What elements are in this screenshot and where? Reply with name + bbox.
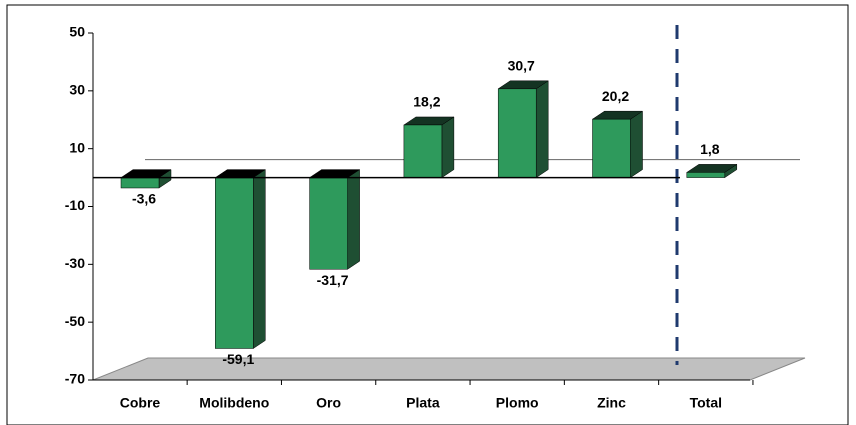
value-label: 30,7 <box>508 58 535 74</box>
y-tick-label: 30 <box>69 82 85 98</box>
x-tick-label: Plata <box>406 395 440 411</box>
bar <box>592 118 631 178</box>
floor <box>92 357 806 381</box>
bar <box>403 124 443 178</box>
bar <box>497 88 537 178</box>
y-tick-label: 50 <box>69 24 85 40</box>
bar-side <box>535 80 549 179</box>
x-tick-label: Total <box>690 395 722 411</box>
bar-side <box>630 110 643 179</box>
bar-side <box>347 169 360 270</box>
bar <box>215 177 254 349</box>
frame <box>6 4 849 425</box>
value-label: 18,2 <box>413 94 440 110</box>
bar <box>309 177 348 270</box>
x-tick-label: Cobre <box>120 395 161 411</box>
x-tick-label: Oro <box>316 395 341 411</box>
y-tick-label: 10 <box>69 139 85 155</box>
value-label: 20,2 <box>602 88 629 104</box>
bar <box>120 177 160 189</box>
value-label: -3,6 <box>132 191 156 207</box>
y-tick-label: -50 <box>65 313 85 329</box>
value-label: -31,7 <box>317 272 349 288</box>
y-tick-label: -30 <box>65 255 85 271</box>
value-label: 1,8 <box>700 141 720 157</box>
bar-side <box>441 116 455 179</box>
y-tick-label: -70 <box>65 371 85 387</box>
y-tick-label: -10 <box>65 197 85 213</box>
x-tick-label: Plomo <box>496 395 539 411</box>
x-tick-label: Molibdeno <box>199 395 269 411</box>
bar <box>686 172 726 178</box>
value-label: -59,1 <box>222 351 254 367</box>
bar-side <box>253 169 266 349</box>
x-tick-label: Zinc <box>597 395 626 411</box>
